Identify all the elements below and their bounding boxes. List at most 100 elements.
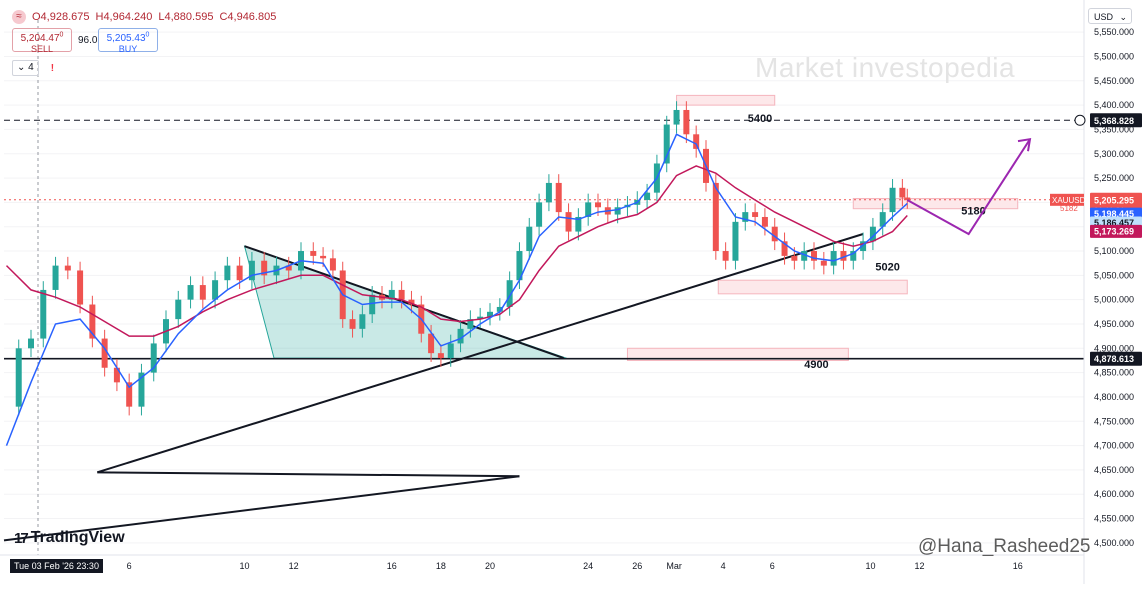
candle [437,353,444,359]
candle [89,304,96,339]
candle [261,260,268,276]
candle [879,212,886,227]
candle [889,187,896,213]
warning-icon[interactable]: ! [50,62,55,74]
candle [712,182,719,252]
candle [555,182,562,213]
candle [52,265,59,290]
buy-label: BUY [118,44,138,55]
candle [781,241,788,256]
price-tick-label: 5,400.000 [1094,100,1134,110]
candle [224,265,231,281]
candle [369,294,376,315]
candle [663,124,670,164]
current-price-label: 5,205.295 [1094,195,1134,205]
tradingview-logo-text: TradingView [30,529,125,546]
candle [614,207,621,215]
ohlc-open: O4,928.675 [32,11,90,23]
watermark-text: Market investopedia [755,52,1016,83]
candle [673,109,680,125]
currency-swap-icon[interactable]: ≈ [12,10,26,24]
projection-arrow [906,137,1032,236]
candle [869,226,876,242]
candle [575,216,582,232]
symbol-tag-bg [1050,193,1084,206]
price-tick-label: 4,900.000 [1094,343,1134,353]
zone-5020 [717,279,908,295]
sell-button[interactable]: 5,204.470 SELL [12,28,72,54]
candle [850,251,857,261]
time-tick-label: 10 [865,561,875,571]
candle [113,367,120,383]
time-tick-label: Mar [666,561,682,571]
candle [175,299,182,320]
moving-averages [5,133,908,446]
candle [526,226,533,252]
candle [771,226,778,242]
price-tick-label: 5,050.000 [1094,270,1134,280]
price-tick-label: 4,700.000 [1094,441,1134,451]
time-tick-label: 12 [289,561,299,571]
candle [840,251,847,261]
zone-label-4900: 4900 [804,359,828,371]
arrow-head-icon [1017,137,1032,152]
candle [801,251,808,261]
time-tick-label: 10 [240,561,250,571]
price-tick-label: 5,450.000 [1094,76,1134,86]
price-tick-label: 4,500.000 [1094,538,1134,548]
candle [536,202,543,227]
time-tick-label: 6 [127,561,132,571]
candle [644,192,651,200]
indicator-count: 4 [28,62,34,73]
candle [236,265,243,281]
candle [428,333,435,354]
candle [457,328,464,344]
price-tick-label: 5,300.000 [1094,149,1134,159]
horizontal-levels [4,119,1084,360]
candle [761,216,768,227]
candle [126,382,133,407]
trendline [3,475,520,542]
candle [320,255,327,259]
candle [899,187,906,198]
buy-button[interactable]: 5,205.430 BUY [98,28,158,55]
price-tick-label: 5,550.000 [1094,27,1134,37]
time-tick-label: 4 [721,561,726,571]
candle [187,285,194,300]
price-tick-label: 4,550.000 [1094,514,1134,524]
price-tick-label: 5,250.000 [1094,173,1134,183]
candle [477,316,484,320]
ohlc-high: H4,964.240 [95,11,153,23]
candle [15,348,22,407]
candle [359,314,366,329]
sell-price: 5,204.470 [20,32,64,45]
candle [310,251,317,256]
time-tick-label: 18 [436,561,446,571]
indicators-toggle-button[interactable]: ⌄ 4 [12,60,39,76]
candle [447,343,454,359]
candle [732,221,739,261]
ema-slow-line [5,165,908,337]
ema-label: 5,198.445 [1094,209,1134,219]
currency-select[interactable]: USD ⌄ [1088,8,1132,24]
candle [722,251,729,261]
support-resistance-zones: 5400 5180 5020 4900 [626,94,1019,371]
tradingview-logo[interactable]: 17 TradingView [14,529,125,547]
candle [285,265,292,271]
grid [4,20,1084,555]
time-tick-label: 6 [770,561,775,571]
candle [811,251,817,261]
ema-label: 5,173.269 [1094,226,1134,236]
price-axis: 5,550.000 5,500.000 5,450.000 5,400.000 5,35… [1083,0,1134,584]
candle [545,182,552,203]
ohlc-close: C4,946.805 [219,11,277,23]
candle [349,319,356,329]
level-label-low-bg [1090,351,1142,366]
candle [212,280,219,300]
ohlc-low: L4,880.595 [158,11,214,23]
trendlines [3,233,864,542]
level-label-low: 4,878.613 [1094,354,1134,364]
candle [487,311,493,317]
